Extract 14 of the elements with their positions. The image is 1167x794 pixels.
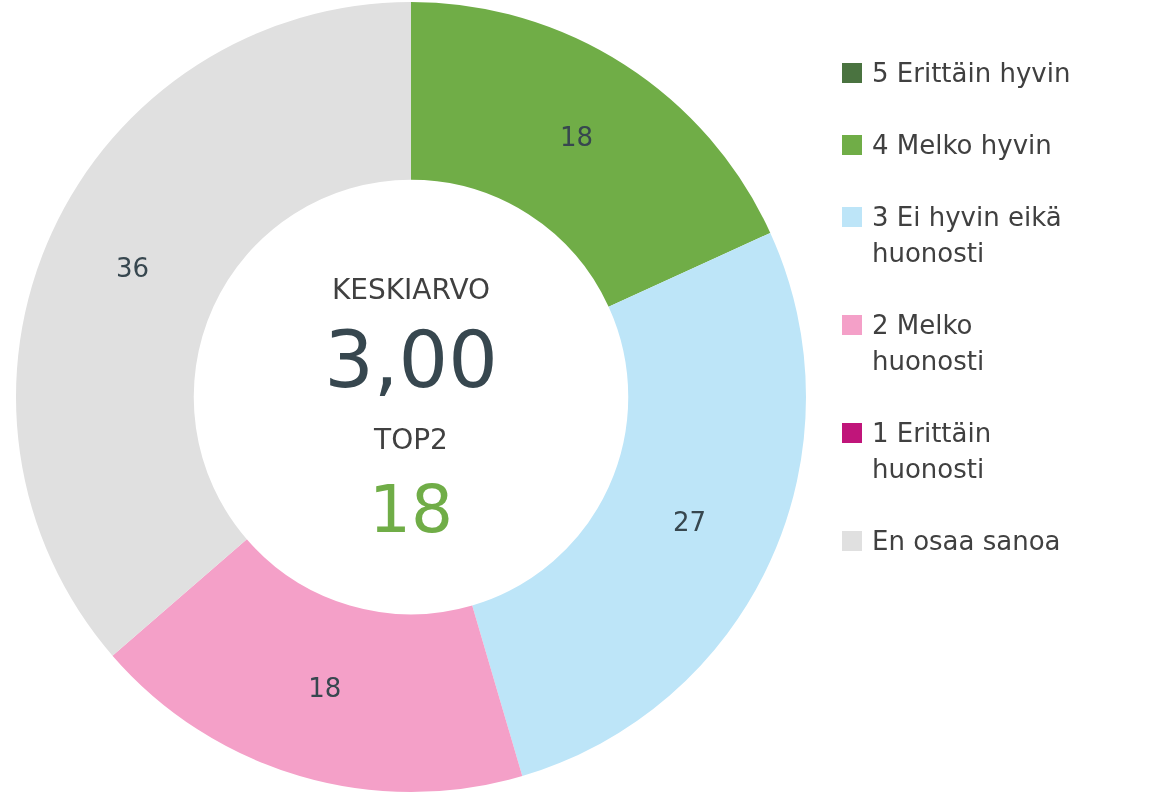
legend-label: 2 Melko huonosti	[872, 309, 986, 378]
text: KESKIARVO	[331, 273, 491, 307]
legend-label: En osaa sanoa	[872, 525, 1061, 558]
data-label: 27	[672, 506, 707, 537]
data-label: 18	[559, 122, 594, 153]
legend-label: 5 Erittäin hyvin	[872, 57, 1071, 90]
legend-label: 1 Erittäin huonosti	[872, 417, 993, 486]
data-label: 36	[115, 252, 150, 283]
text: 3,00	[324, 315, 498, 406]
data-label: 18	[308, 673, 342, 704]
legend-label: 4 Melko hyvin	[872, 129, 1052, 162]
legend-label: 3 Ei hyvin eikä huonosti	[872, 201, 1063, 270]
text: 18	[369, 471, 453, 549]
text: TOP2	[373, 423, 448, 457]
